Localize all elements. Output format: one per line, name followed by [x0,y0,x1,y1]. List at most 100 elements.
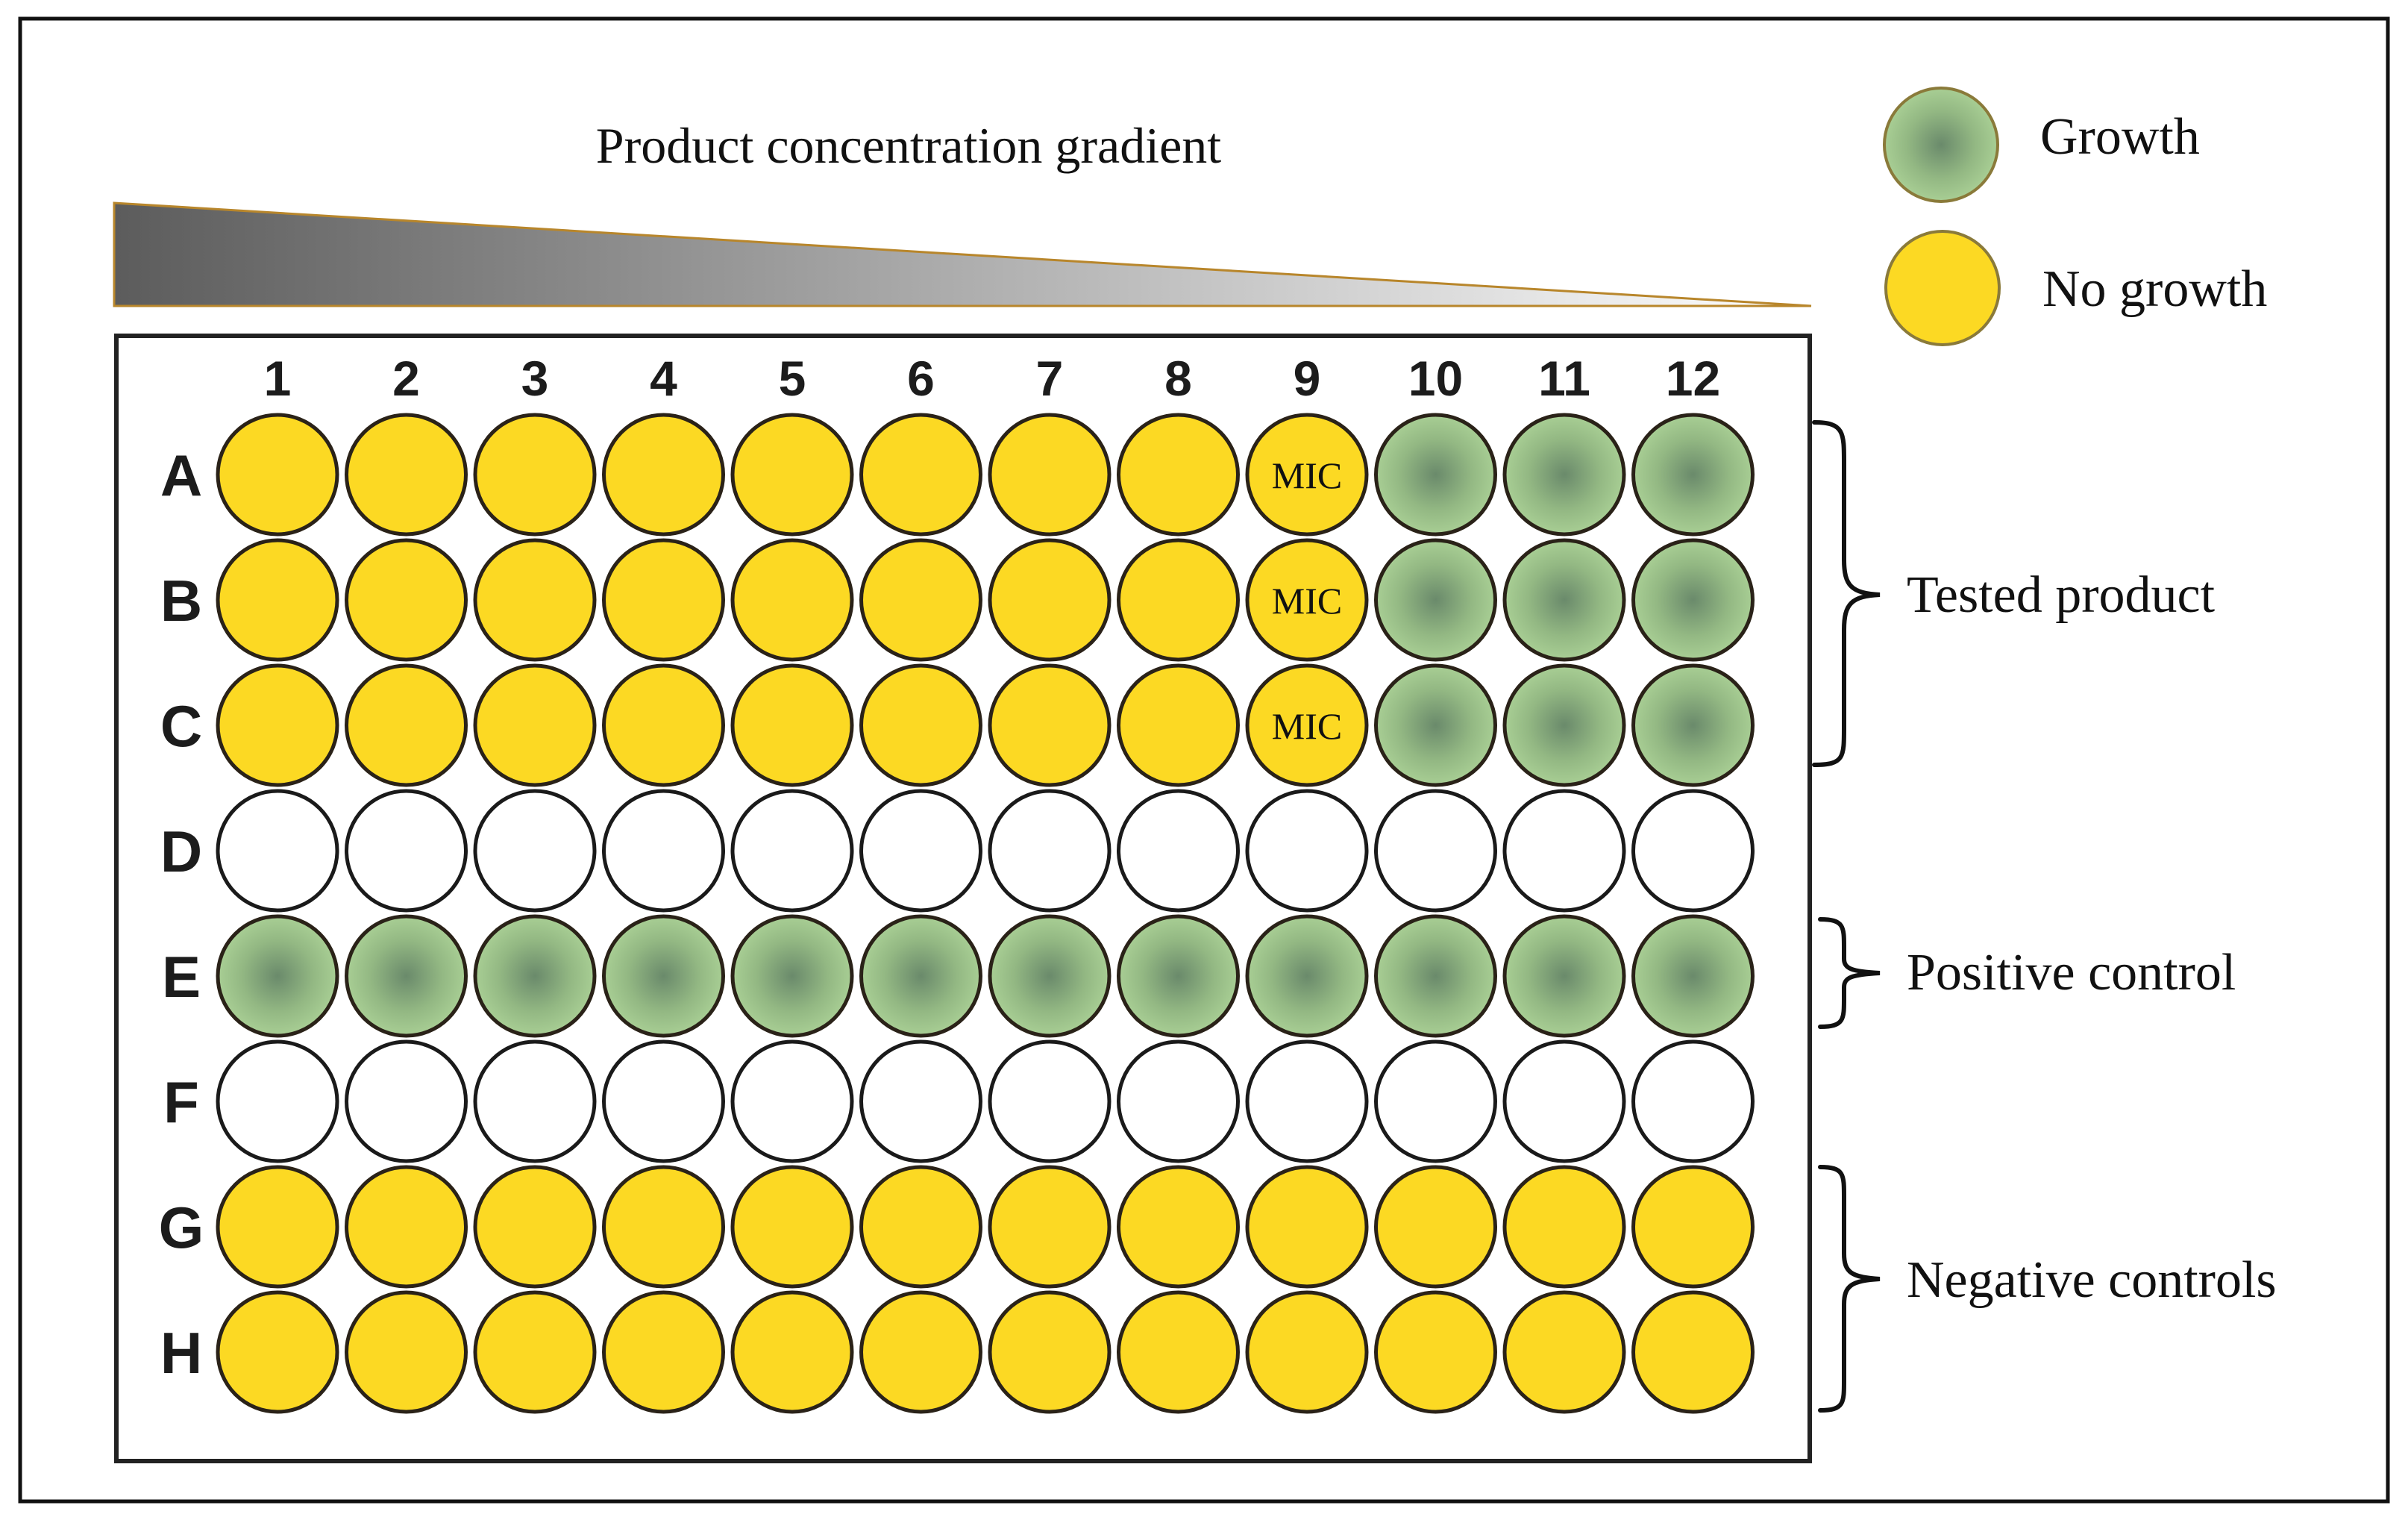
legend-no-growth-swatch [1884,230,2001,346]
well-no-growth [988,1290,1111,1414]
well-no-growth [730,413,854,537]
well-no-growth [859,1165,982,1289]
well-no-growth [345,663,468,787]
legend-growth-label: Growth [2040,108,2200,166]
well-no-growth [730,663,854,787]
well-no-growth [473,663,597,787]
tested-product-label: Tested product [1907,566,2216,624]
well-empty [859,1039,982,1163]
well-no-growth [345,538,468,662]
well-growth [988,914,1111,1038]
well-no-growth [602,1165,725,1289]
well-empty [859,789,982,913]
wells-grid: MIC MIC MIC [216,413,1755,1414]
row-label: D [160,819,202,884]
positive-control-brace [1818,917,1881,1029]
well-no-growth [1374,1165,1497,1289]
well-no-growth [345,1165,468,1289]
well-no-growth [1374,1290,1497,1414]
well-no-growth [602,663,725,787]
well-no-growth [1502,1290,1626,1414]
well-growth [473,914,597,1038]
well-no-growth [473,538,597,662]
row-label: C [160,693,202,759]
well-no-growth [1245,663,1369,787]
positive-control-label: Positive control [1907,944,2236,1001]
row-label: H [160,1320,202,1386]
legend: Growth No growth [1883,87,2267,346]
legend-no-growth-label: No growth [2042,260,2267,318]
well-empty [216,1039,339,1163]
well-no-growth [216,1165,339,1289]
row-label: B [160,568,202,634]
well-no-growth [1117,1165,1240,1289]
legend-growth-swatch [1883,87,1999,203]
tested-product-brace [1812,420,1881,767]
column-labels: 1 2 3 4 5 6 7 8 9 10 11 12 [264,351,1721,406]
column-label: 8 [1164,351,1192,406]
well-no-growth [602,413,725,537]
well-growth [1502,413,1626,537]
well-empty [1245,789,1369,913]
well-no-growth [988,663,1111,787]
well-no-growth [1117,413,1240,537]
well-empty [1631,789,1755,913]
well-empty [988,1039,1111,1163]
well-growth [345,914,468,1038]
well-no-growth [602,1290,725,1414]
well-no-growth [1245,538,1369,662]
column-label: 11 [1538,351,1590,406]
well-growth [1502,538,1626,662]
column-label: 1 [264,351,292,406]
well-empty [988,789,1111,913]
well-empty [216,789,339,913]
well-no-growth [730,1165,854,1289]
column-label: 4 [650,351,677,406]
well-empty [1631,1039,1755,1163]
well-no-growth [473,413,597,537]
well-no-growth [1631,1290,1755,1414]
well-no-growth [345,1290,468,1414]
well-empty [602,1039,725,1163]
well-no-growth [345,413,468,537]
well-growth [859,914,982,1038]
row-label: E [162,944,201,1010]
well-no-growth [1245,1290,1369,1414]
well-empty [602,789,725,913]
well-growth [1374,914,1497,1038]
well-growth [216,914,339,1038]
well-empty [1374,789,1497,913]
well-no-growth [216,413,339,537]
well-empty [345,789,468,913]
well-empty [1502,1039,1626,1163]
column-label: 7 [1036,351,1064,406]
well-empty [473,1039,597,1163]
well-empty [1374,1039,1497,1163]
column-label: 10 [1408,351,1463,406]
gradient-title: Product concentration gradient [596,117,1221,174]
well-growth [1245,914,1369,1038]
well-no-growth [988,413,1111,537]
well-growth [1374,413,1497,537]
well-growth [1374,538,1497,662]
well-empty [1117,789,1240,913]
column-label: 12 [1666,351,1720,406]
well-empty [730,789,854,913]
well-no-growth [1631,1165,1755,1289]
well-growth [1631,914,1755,1038]
well-growth [1502,663,1626,787]
well-no-growth [216,663,339,787]
well-growth [1117,914,1240,1038]
well-growth [1374,663,1497,787]
well-no-growth [473,1165,597,1289]
well-no-growth [602,538,725,662]
well-no-growth [859,413,982,537]
negative-controls-label: Negative controls [1907,1251,2277,1309]
well-empty [1117,1039,1240,1163]
row-label: A [160,442,202,508]
well-no-growth [988,538,1111,662]
well-no-growth [730,1290,854,1414]
well-empty [345,1039,468,1163]
